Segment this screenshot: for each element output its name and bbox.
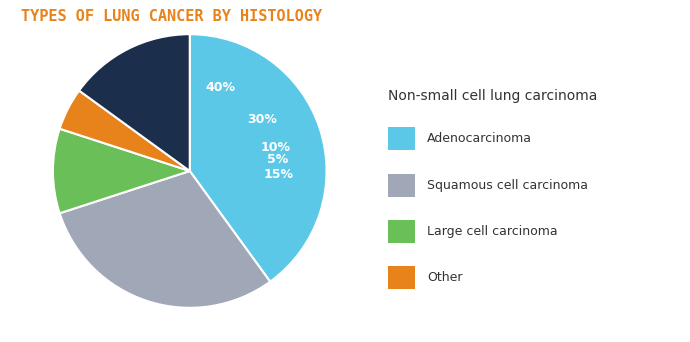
Text: Non-small cell lung carcinoma: Non-small cell lung carcinoma [388,89,597,103]
Wedge shape [79,34,190,171]
Text: Squamous cell carcinoma: Squamous cell carcinoma [427,179,589,192]
Wedge shape [59,171,270,308]
Text: 40%: 40% [205,81,235,94]
Text: 5%: 5% [267,153,288,166]
Text: 15%: 15% [264,168,293,181]
Text: 10%: 10% [261,142,290,155]
Wedge shape [53,129,190,213]
FancyBboxPatch shape [388,220,415,243]
FancyBboxPatch shape [388,266,415,289]
Text: Large cell carcinoma: Large cell carcinoma [427,225,558,238]
Text: Adenocarcinoma: Adenocarcinoma [427,132,532,145]
Text: TYPES OF LUNG CANCER BY HISTOLOGY: TYPES OF LUNG CANCER BY HISTOLOGY [21,9,322,24]
Wedge shape [190,34,326,282]
FancyBboxPatch shape [388,174,415,197]
Text: 30%: 30% [248,114,277,127]
Text: Other: Other [427,271,463,284]
Wedge shape [59,91,190,171]
FancyBboxPatch shape [388,128,415,150]
